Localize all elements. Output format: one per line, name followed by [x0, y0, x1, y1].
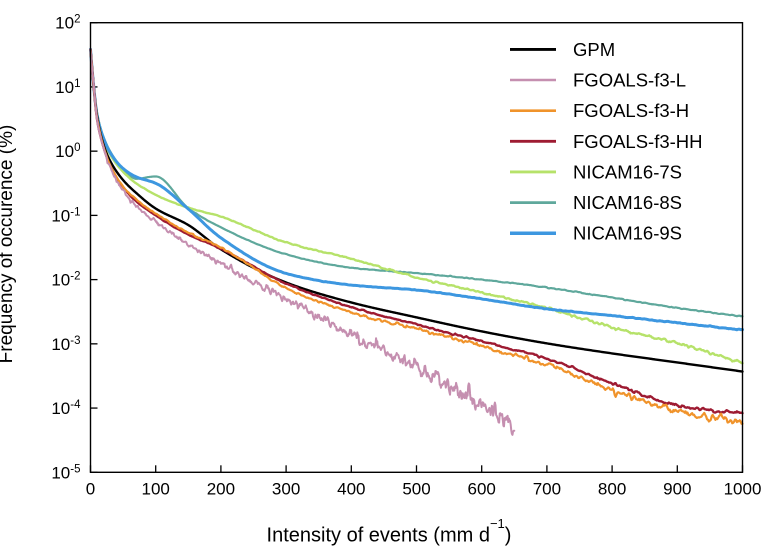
- svg-text:0: 0: [86, 479, 95, 498]
- svg-text:NICAM16-9S: NICAM16-9S: [573, 223, 682, 244]
- svg-text:10-5: 10-5: [51, 463, 80, 482]
- svg-text:10-3: 10-3: [51, 335, 80, 354]
- svg-text:10-2: 10-2: [51, 271, 80, 290]
- svg-text:NICAM16-7S: NICAM16-7S: [573, 161, 682, 182]
- svg-text:900: 900: [663, 479, 691, 498]
- svg-text:GPM: GPM: [573, 39, 615, 60]
- svg-text:100: 100: [142, 479, 170, 498]
- svg-text:FGOALS-f3-HH: FGOALS-f3-HH: [573, 131, 703, 152]
- svg-text:101: 101: [55, 78, 80, 97]
- svg-text:NICAM16-8S: NICAM16-8S: [573, 192, 682, 213]
- svg-text:FGOALS-f3-H: FGOALS-f3-H: [573, 100, 689, 121]
- svg-text:500: 500: [402, 479, 430, 498]
- svg-text:800: 800: [598, 479, 626, 498]
- svg-text:400: 400: [337, 479, 365, 498]
- svg-text:200: 200: [207, 479, 235, 498]
- svg-text:FGOALS-f3-L: FGOALS-f3-L: [573, 70, 686, 91]
- svg-text:10-4: 10-4: [51, 399, 81, 418]
- svg-text:1000: 1000: [724, 479, 762, 498]
- svg-text:10-1: 10-1: [51, 206, 80, 225]
- svg-text:300: 300: [272, 479, 300, 498]
- svg-text:700: 700: [533, 479, 561, 498]
- svg-text:100: 100: [55, 142, 80, 161]
- svg-text:600: 600: [468, 479, 496, 498]
- svg-text:102: 102: [55, 14, 80, 33]
